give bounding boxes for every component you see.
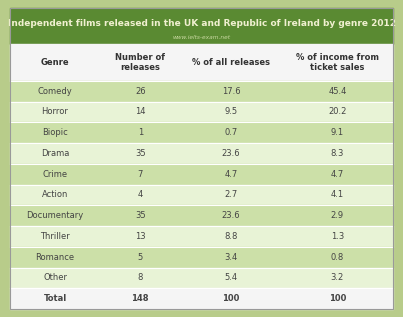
- Text: 35: 35: [135, 211, 145, 220]
- Bar: [10, 205, 393, 226]
- Text: Number of
releases: Number of releases: [115, 53, 165, 72]
- Text: 100: 100: [329, 294, 346, 303]
- Bar: [10, 184, 393, 205]
- Text: Independent films released in the UK and Republic of Ireland by genre 2012: Independent films released in the UK and…: [8, 19, 395, 28]
- Text: 3.4: 3.4: [224, 253, 238, 262]
- Text: % of income from
ticket sales: % of income from ticket sales: [296, 53, 379, 72]
- Text: 26: 26: [135, 87, 145, 96]
- Text: 9.1: 9.1: [331, 128, 344, 137]
- Text: Total: Total: [44, 294, 66, 303]
- Text: 1.3: 1.3: [331, 232, 344, 241]
- Text: % of all releases: % of all releases: [192, 58, 270, 67]
- Bar: [10, 81, 393, 101]
- Bar: [10, 101, 393, 122]
- Text: 5: 5: [137, 253, 143, 262]
- Text: 8: 8: [137, 274, 143, 282]
- Text: 13: 13: [135, 232, 145, 241]
- Text: www.ielts-exam.net: www.ielts-exam.net: [172, 35, 231, 40]
- Text: 148: 148: [131, 294, 149, 303]
- Text: 8.3: 8.3: [331, 149, 344, 158]
- Text: 3.2: 3.2: [331, 274, 344, 282]
- Bar: [10, 247, 393, 268]
- Text: Other: Other: [43, 274, 67, 282]
- Bar: [10, 44, 393, 81]
- Bar: [10, 164, 393, 184]
- Text: 45.4: 45.4: [328, 87, 347, 96]
- Text: 7: 7: [137, 170, 143, 179]
- Text: 14: 14: [135, 107, 145, 116]
- Text: Biopic: Biopic: [42, 128, 68, 137]
- Text: 4.1: 4.1: [331, 191, 344, 199]
- Text: 0.8: 0.8: [331, 253, 344, 262]
- Text: Thriller: Thriller: [40, 232, 70, 241]
- Text: 100: 100: [222, 294, 240, 303]
- Text: Action: Action: [42, 191, 68, 199]
- Text: Crime: Crime: [42, 170, 68, 179]
- Text: 17.6: 17.6: [222, 87, 241, 96]
- Bar: [10, 122, 393, 143]
- Bar: [10, 8, 393, 44]
- Text: 35: 35: [135, 149, 145, 158]
- Text: 2.9: 2.9: [331, 211, 344, 220]
- Bar: [10, 226, 393, 247]
- Text: Genre: Genre: [41, 58, 69, 67]
- Text: 23.6: 23.6: [222, 149, 241, 158]
- Bar: [10, 268, 393, 288]
- Text: Horror: Horror: [42, 107, 69, 116]
- Text: 4.7: 4.7: [224, 170, 238, 179]
- Text: 9.5: 9.5: [224, 107, 238, 116]
- Text: 4: 4: [137, 191, 143, 199]
- Bar: [10, 288, 393, 309]
- Text: 8.8: 8.8: [224, 232, 238, 241]
- Text: 20.2: 20.2: [328, 107, 347, 116]
- Text: 5.4: 5.4: [224, 274, 238, 282]
- Text: Romance: Romance: [35, 253, 75, 262]
- Text: 4.7: 4.7: [331, 170, 344, 179]
- Bar: [10, 143, 393, 164]
- Text: 1: 1: [137, 128, 143, 137]
- Text: Comedy: Comedy: [38, 87, 73, 96]
- Text: 0.7: 0.7: [224, 128, 238, 137]
- Text: 2.7: 2.7: [224, 191, 238, 199]
- Text: Documentary: Documentary: [27, 211, 84, 220]
- Text: 23.6: 23.6: [222, 211, 241, 220]
- Text: Drama: Drama: [41, 149, 69, 158]
